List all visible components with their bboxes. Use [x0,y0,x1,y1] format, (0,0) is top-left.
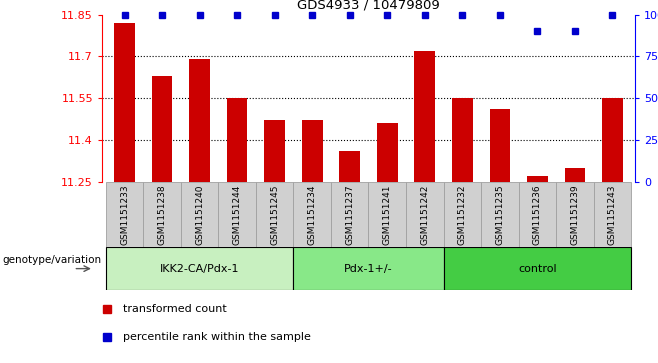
Text: GSM1151245: GSM1151245 [270,185,279,245]
Bar [565,168,585,182]
Bar [152,76,172,182]
Bar [377,123,397,182]
Bar [527,176,547,182]
Bar [181,182,218,247]
Text: GSM1151243: GSM1151243 [608,185,617,245]
Text: GSM1151239: GSM1151239 [570,185,580,245]
Bar [302,120,322,182]
Text: GSM1151236: GSM1151236 [533,185,542,245]
Bar [556,182,594,247]
Bar [443,247,631,290]
Text: GSM1151233: GSM1151233 [120,185,129,245]
Text: percentile rank within the sample: percentile rank within the sample [123,333,311,342]
Text: genotype/variation: genotype/variation [2,255,101,265]
Text: IKK2-CA/Pdx-1: IKK2-CA/Pdx-1 [160,264,240,274]
Bar [106,247,293,290]
Title: GDS4933 / 10479809: GDS4933 / 10479809 [297,0,440,12]
Bar [293,182,331,247]
Text: transformed count: transformed count [123,304,227,314]
Bar [256,182,293,247]
Bar [143,182,181,247]
Bar [265,120,285,182]
Text: Pdx-1+/-: Pdx-1+/- [344,264,393,274]
Text: GSM1151238: GSM1151238 [157,185,166,245]
Bar [293,247,443,290]
Bar [190,59,210,182]
Bar [227,98,247,182]
Bar [406,182,443,247]
Bar [106,182,143,247]
Text: GSM1151244: GSM1151244 [233,185,241,245]
Text: GSM1151232: GSM1151232 [458,185,467,245]
Bar [368,182,406,247]
Text: GSM1151241: GSM1151241 [383,185,392,245]
Bar [443,182,481,247]
Bar [594,182,631,247]
Bar [452,98,472,182]
Bar [519,182,556,247]
Bar [602,98,622,182]
Bar [415,51,435,182]
Text: GSM1151237: GSM1151237 [345,185,354,245]
Bar [218,182,256,247]
Text: GSM1151234: GSM1151234 [308,185,316,245]
Bar [490,109,510,182]
Text: GSM1151242: GSM1151242 [420,185,429,245]
Text: GSM1151235: GSM1151235 [495,185,504,245]
Bar [340,151,360,182]
Bar [481,182,519,247]
Text: GSM1151240: GSM1151240 [195,185,204,245]
Text: control: control [518,264,557,274]
Bar [331,182,368,247]
Bar [114,23,135,182]
